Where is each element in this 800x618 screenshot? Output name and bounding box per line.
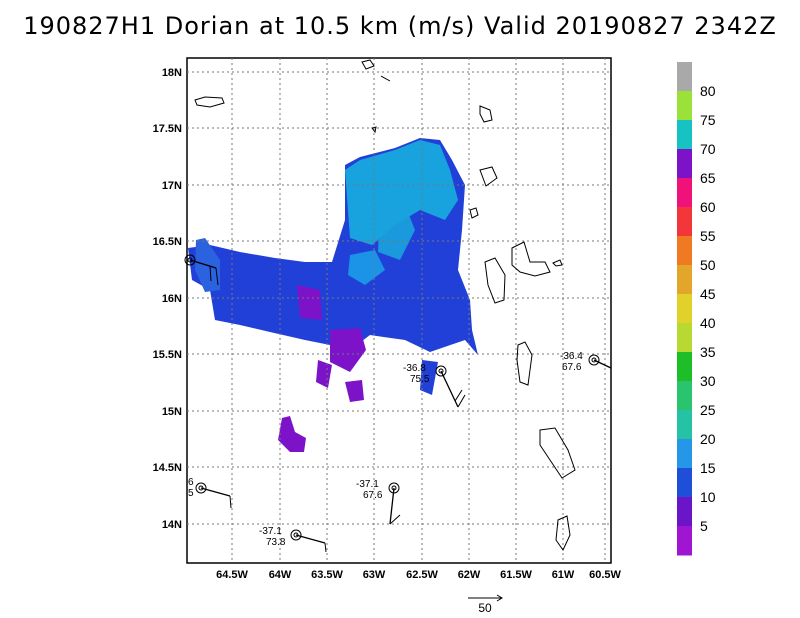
obs-station-1: -36.8 75.5 [403,363,466,408]
map-grid [187,58,611,563]
colorbar-swatch [677,497,692,527]
colorbar-swatch [677,323,692,353]
lon-tick-label: 61W [552,569,575,581]
colorbar-swatch [677,120,692,150]
lat-tick-label: 16N [162,293,182,305]
lat-tick-label: 15N [162,406,182,418]
observation-markers: -36.8 75.5 -36.4 67.6 -37.1 67.6 -37.1 7… [184,254,612,553]
obs-2-bottom: 67.6 [562,362,582,373]
lat-tick-label: 16.5N [153,236,182,248]
colorbar: 80 75 70 65 60 55 50 45 40 35 30 25 20 15 10 5 [677,62,716,556]
obs-1-top: -36.8 [403,363,426,374]
colorbar-swatch [677,91,692,121]
obs-1-bottom: 75.5 [410,374,430,385]
colorbar-label: 70 [700,141,716,157]
reference-vector-label: 50 [478,601,492,615]
colorbar-label: 5 [700,518,708,534]
obs-station-6 [184,254,219,286]
obs-4-bottom: 73.8 [266,537,286,548]
lon-tick-label: 61.5W [500,569,532,581]
colorbar-label: 65 [700,170,716,186]
colorbar-swatch [677,207,692,237]
obs-3-top: -37.1 [356,479,379,490]
colorbar-label: 35 [700,344,716,360]
colorbar-label: 40 [700,315,716,331]
chart-title: 190827H1 Dorian at 10.5 km (m/s) Valid 2… [23,12,777,40]
colorbar-label: 45 [700,286,716,302]
colorbar-label: 55 [700,228,716,244]
coastlines [194,59,576,551]
colorbar-swatch [677,178,692,208]
lon-axis-labels: 64.5W 64W 63.5W 63W 62.5W 62W 61.5W 61W … [216,569,621,581]
lon-tick-label: 63W [363,569,386,581]
colorbar-label: 20 [700,431,716,447]
colorbar-swatch [677,526,692,556]
lat-tick-label: 17.5N [153,123,182,135]
colorbar-swatch [677,381,692,411]
colorbar-swatch [677,352,692,382]
obs-station-4: -37.1 73.8 [259,526,327,553]
lat-axis-labels: 18N 17.5N 17N 16.5N 16N 15.5N 15N 14.5N … [153,67,182,531]
obs-5-bottom: 5 [188,488,194,499]
obs-2-top: -36.4 [560,351,583,362]
obs-5-top: 6 [188,477,194,488]
colorbar-label: 60 [700,199,716,215]
colorbar-swatch [677,265,692,295]
lon-tick-label: 64.5W [216,569,248,581]
colorbar-label: 75 [700,112,716,128]
lat-tick-label: 17N [162,180,182,192]
colorbar-swatch [677,468,692,498]
colorbar-label: 10 [700,489,716,505]
colorbar-label: 25 [700,402,716,418]
lon-tick-label: 63.5W [311,569,343,581]
colorbar-swatch [677,149,692,179]
lat-tick-label: 18N [162,67,182,79]
colorbar-label: 30 [700,373,716,389]
lon-tick-label: 62W [458,569,481,581]
colorbar-swatch [677,294,692,324]
obs-station-5: 6 5 [188,477,232,509]
colorbar-swatch [677,236,692,266]
colorbar-label: 50 [700,257,716,273]
lon-tick-label: 60.5W [589,569,621,581]
colorbar-swatch [677,62,692,92]
reference-vector: 50 [468,594,503,615]
lat-tick-label: 14N [162,519,182,531]
lat-tick-label: 14.5N [153,462,182,474]
colorbar-label: 15 [700,460,716,476]
lon-tick-label: 62.5W [406,569,438,581]
obs-station-2: -36.4 67.6 [560,351,612,373]
colorbar-swatch [677,439,692,469]
obs-4-top: -37.1 [259,526,282,537]
colorbar-swatch [677,410,692,440]
lat-tick-label: 15.5N [153,349,182,361]
obs-station-3: -37.1 67.6 [356,479,401,525]
obs-3-bottom: 67.6 [363,490,383,501]
lon-tick-label: 64W [269,569,292,581]
colorbar-label: 80 [700,83,716,99]
